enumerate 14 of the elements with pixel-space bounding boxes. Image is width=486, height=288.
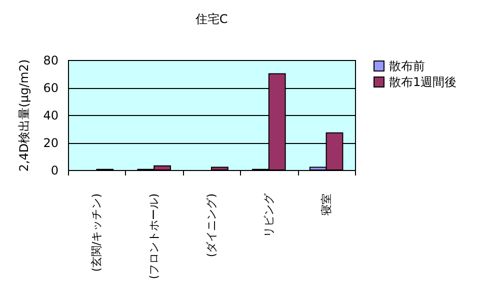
y-tick-label: 60 bbox=[43, 81, 58, 95]
x-tick-label: 寝室 bbox=[320, 194, 333, 216]
x-tick-label: (フロントホール) bbox=[148, 194, 161, 280]
legend-label: 散布前 bbox=[389, 59, 425, 73]
x-tick-label: リビング bbox=[262, 192, 276, 238]
x-tick-label: (ダイニング) bbox=[205, 194, 218, 258]
x-tick-label: (玄関/キッチン) bbox=[90, 194, 104, 272]
y-tick-label: 80 bbox=[43, 54, 58, 68]
chart-title: 住宅C bbox=[194, 12, 228, 26]
y-tick-label: 40 bbox=[43, 108, 58, 122]
y-tick-label: 20 bbox=[43, 136, 58, 150]
legend-label: 散布1週間後 bbox=[389, 75, 457, 89]
y-tick-label: 0 bbox=[50, 164, 58, 178]
y-axis-title: 2,4D検出量(μg/m2) bbox=[17, 59, 32, 172]
